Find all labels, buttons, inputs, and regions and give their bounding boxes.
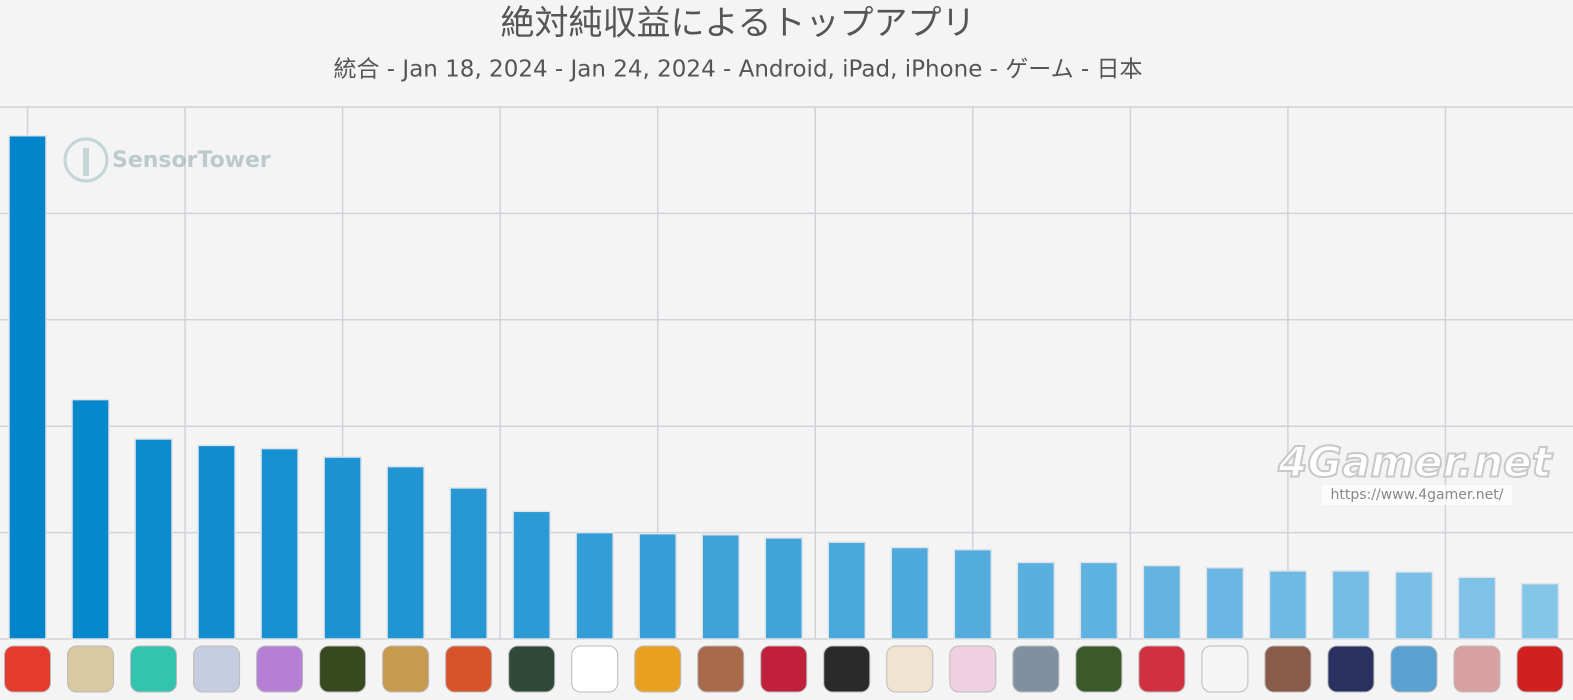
app-icon xyxy=(634,645,682,693)
app-icon xyxy=(1075,645,1123,693)
app-icon xyxy=(67,645,115,693)
app-icon xyxy=(1453,645,1501,693)
bar xyxy=(1142,564,1182,640)
logo-ring xyxy=(63,137,109,183)
app-icon xyxy=(4,645,51,693)
bar xyxy=(890,546,930,640)
bar xyxy=(1520,582,1560,640)
bar xyxy=(449,487,488,640)
app-icon xyxy=(1138,645,1186,693)
app-icon xyxy=(571,645,619,693)
bar xyxy=(323,456,362,640)
logo-bar xyxy=(83,148,89,176)
bar xyxy=(1268,570,1308,640)
chart-subtitle: 統合 - Jan 18, 2024 - Jan 24, 2024 - Andro… xyxy=(333,57,1142,83)
app-icon xyxy=(949,645,997,693)
app-icon xyxy=(130,645,178,693)
bar xyxy=(575,531,614,640)
bar xyxy=(512,510,551,640)
watermark-text: 4Gamer.net xyxy=(1277,438,1553,487)
app-icon xyxy=(319,645,367,693)
app-icon xyxy=(823,645,871,693)
sensortower-watermark: SensorTower xyxy=(63,137,271,183)
bar xyxy=(197,444,236,640)
app-icon xyxy=(697,645,745,693)
bar xyxy=(1016,561,1056,640)
bar xyxy=(1079,561,1119,640)
bar xyxy=(1457,576,1497,640)
bar xyxy=(260,447,299,640)
app-icon xyxy=(760,645,808,693)
app-icon xyxy=(1516,645,1564,693)
bar xyxy=(764,537,803,640)
app-icon xyxy=(382,645,430,693)
watermark-bg xyxy=(1322,485,1512,505)
bar xyxy=(638,532,677,640)
bar xyxy=(827,541,867,640)
bar xyxy=(1394,571,1434,640)
chart-title: 絶対純収益によるトップアプリ xyxy=(501,4,976,44)
bar xyxy=(953,548,993,640)
app-icon xyxy=(1264,645,1312,693)
bar xyxy=(1331,570,1371,640)
bar xyxy=(701,533,740,640)
app-icon xyxy=(508,645,556,693)
app-icon xyxy=(886,645,934,693)
app-icon xyxy=(1201,645,1249,693)
app-icon xyxy=(193,645,241,693)
app-icon xyxy=(445,645,493,693)
bar xyxy=(386,465,425,640)
watermark-text: SensorTower xyxy=(112,148,271,173)
watermark-url: https://www.4gamer.net/ xyxy=(1331,487,1504,503)
app-icon xyxy=(1327,645,1375,693)
bar xyxy=(8,134,47,640)
bar xyxy=(71,398,110,640)
app-icon xyxy=(1390,645,1438,693)
bar xyxy=(134,438,173,640)
bar xyxy=(1205,566,1245,640)
app-icon xyxy=(256,645,304,693)
app-icon xyxy=(1012,645,1060,693)
